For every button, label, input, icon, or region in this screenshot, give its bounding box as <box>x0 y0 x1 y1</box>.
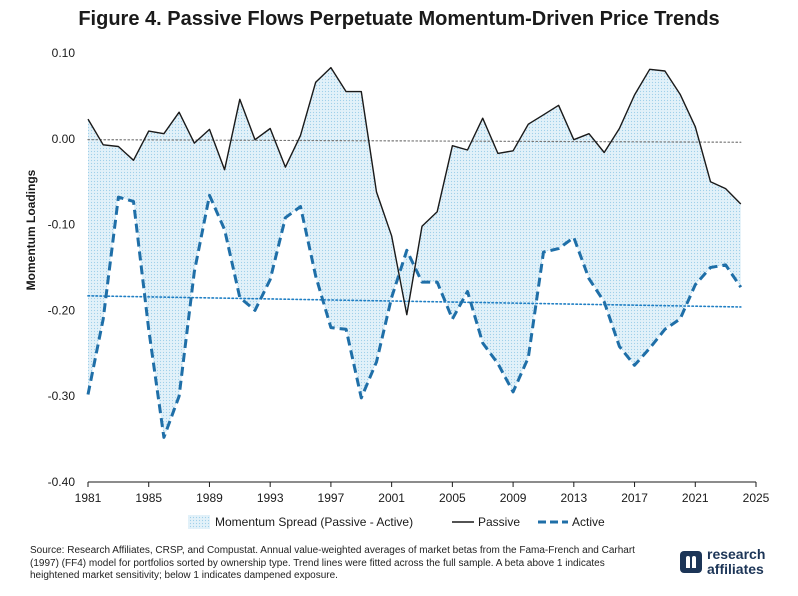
momentum-chart: 0.10 0.00 -0.10 -0.20 -0.30 -0.40 1981 1985 1989… <box>24 46 770 529</box>
legend-label-active: Active <box>572 515 605 529</box>
legend-label-spread: Momentum Spread (Passive - Active) <box>215 515 413 529</box>
x-tick-label: 2025 <box>743 491 770 505</box>
source-note: Source: Research Affiliates, CRSP, and C… <box>30 545 635 581</box>
x-tick-label: 1985 <box>135 491 162 505</box>
chart-title: Figure 4. Passive Flows Perpetuate Momen… <box>78 8 720 30</box>
x-tick-label: 2013 <box>560 491 587 505</box>
legend-label-passive: Passive <box>478 515 520 529</box>
x-tick-label: 2017 <box>621 491 648 505</box>
legend-swatch-spread <box>188 515 210 529</box>
active-trend-line <box>87 295 742 308</box>
logo-line2: affiliates <box>707 561 764 577</box>
y-tick-label: -0.20 <box>48 303 76 317</box>
brand-logo: research affiliates <box>680 545 790 585</box>
x-tick-label: 2021 <box>682 491 709 505</box>
x-tick-label: 1997 <box>318 491 345 505</box>
passive-series-line <box>87 66 742 316</box>
legend: Momentum Spread (Passive - Active) Passiv… <box>188 515 605 529</box>
y-axis-label: Momentum Loadings <box>24 169 38 290</box>
x-tick-label: 2005 <box>439 491 466 505</box>
x-tick-label: 1981 <box>75 491 102 505</box>
logo-line1: research <box>707 546 766 562</box>
research-affiliates-logo-icon <box>680 551 702 573</box>
x-tick-label: 2001 <box>378 491 405 505</box>
y-tick-label: -0.30 <box>48 389 76 403</box>
momentum-spread-area <box>88 67 741 438</box>
x-tick-label: 2009 <box>500 491 527 505</box>
active-series-line <box>86 193 743 439</box>
y-tick-label: -0.40 <box>48 475 76 489</box>
x-tick-label: 1993 <box>257 491 284 505</box>
y-tick-label: -0.10 <box>48 218 76 232</box>
y-tick-label: 0.00 <box>52 132 76 146</box>
y-tick-label: 0.10 <box>52 46 76 60</box>
x-tick-label: 1989 <box>196 491 223 505</box>
